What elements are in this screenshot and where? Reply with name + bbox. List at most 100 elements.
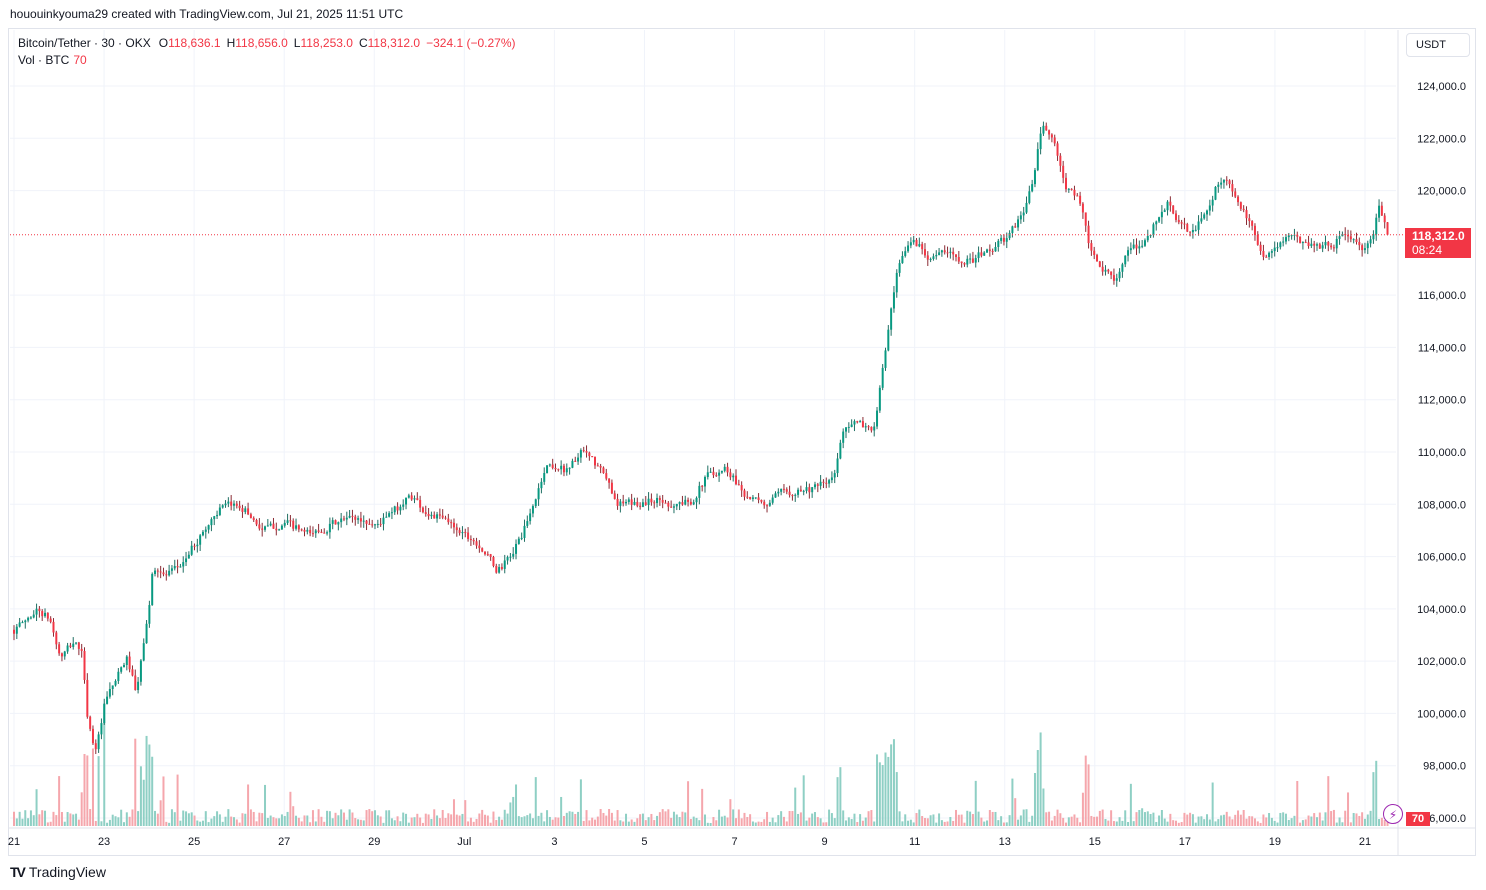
candle-body bbox=[1059, 155, 1062, 166]
candle-body bbox=[850, 424, 853, 427]
candle-body bbox=[1369, 239, 1372, 244]
volume-bar bbox=[940, 820, 943, 826]
volume-bar bbox=[743, 812, 746, 826]
volume-bar bbox=[187, 813, 190, 826]
candle-body bbox=[46, 612, 49, 619]
volume-bar bbox=[957, 814, 960, 826]
candle-body bbox=[122, 664, 125, 668]
volume-bar bbox=[531, 818, 534, 826]
candle-body bbox=[173, 566, 176, 569]
candle-body bbox=[670, 506, 673, 508]
candle-body bbox=[1361, 245, 1364, 251]
candle-body bbox=[543, 472, 546, 482]
currency-button[interactable]: USDT bbox=[1406, 33, 1470, 57]
volume-bar bbox=[1231, 819, 1234, 826]
candle-body bbox=[1375, 217, 1378, 235]
close-value: 118,312.0 bbox=[367, 36, 421, 50]
volume-bar bbox=[732, 809, 735, 826]
volume-bar bbox=[698, 820, 701, 826]
volume-bar bbox=[627, 821, 630, 826]
candle-body bbox=[859, 421, 862, 423]
candle-body bbox=[1284, 237, 1287, 242]
candle-body bbox=[1310, 243, 1313, 247]
volume-bar bbox=[1166, 821, 1169, 826]
volume-bar bbox=[845, 820, 848, 826]
volume-bar bbox=[1262, 814, 1265, 826]
candle-body bbox=[137, 681, 140, 691]
volume-bar bbox=[746, 817, 749, 826]
candle-body bbox=[904, 251, 907, 256]
volume-bar bbox=[1084, 755, 1087, 826]
volume-bar bbox=[768, 821, 771, 826]
candle-body bbox=[238, 505, 241, 509]
candle-body bbox=[720, 470, 723, 473]
volume-bar bbox=[142, 779, 145, 826]
volume-bar bbox=[1189, 812, 1192, 826]
candle-body bbox=[72, 643, 75, 647]
volume-bar bbox=[365, 810, 368, 826]
volume-bar bbox=[833, 818, 836, 826]
candle-body bbox=[1158, 217, 1161, 222]
x-tick-label: 19 bbox=[1269, 836, 1281, 848]
candle-body bbox=[1299, 236, 1302, 244]
candle-body bbox=[159, 571, 162, 573]
volume-bar bbox=[856, 822, 859, 826]
volume-bar bbox=[49, 821, 52, 826]
volume-bar bbox=[385, 810, 388, 826]
candle-body bbox=[86, 679, 89, 717]
y-tick-label: 108,000.0 bbox=[1417, 499, 1466, 511]
volume-bar bbox=[280, 814, 283, 826]
candle-body bbox=[1183, 223, 1186, 225]
candle-body bbox=[196, 544, 199, 547]
volume-bar bbox=[971, 814, 974, 826]
candle-body bbox=[100, 723, 103, 735]
candle-body bbox=[413, 498, 416, 500]
candle-body bbox=[441, 515, 444, 518]
volume-bar bbox=[500, 819, 503, 826]
volume-bar bbox=[137, 811, 140, 826]
candle-body bbox=[89, 716, 92, 729]
volume-bar bbox=[1110, 810, 1113, 826]
candle-body bbox=[994, 246, 997, 252]
volume-bar bbox=[1045, 812, 1048, 826]
volume-bar bbox=[1270, 817, 1273, 826]
volume-bar bbox=[204, 811, 207, 826]
candle-body bbox=[692, 502, 695, 505]
candle-body bbox=[176, 566, 179, 568]
candle-body bbox=[218, 507, 221, 515]
lightning-icon[interactable]: ⚡ bbox=[1383, 804, 1403, 824]
volume-bar bbox=[1112, 821, 1115, 826]
volume-label[interactable]: Vol · BTC bbox=[18, 53, 70, 67]
candle-body bbox=[1112, 275, 1115, 281]
volume-bar bbox=[357, 819, 360, 826]
volume-bar bbox=[469, 817, 472, 826]
candle-body bbox=[966, 258, 969, 265]
candle-body bbox=[1248, 218, 1251, 222]
volume-bar bbox=[960, 814, 963, 826]
volume-bar bbox=[777, 815, 780, 826]
candle-body bbox=[111, 685, 114, 690]
candle-body bbox=[1186, 224, 1189, 232]
volume-bar bbox=[495, 820, 498, 826]
candle-body bbox=[1050, 134, 1053, 138]
candle-body bbox=[275, 528, 278, 531]
volume-bar bbox=[1104, 819, 1107, 826]
volume-bar bbox=[436, 815, 439, 826]
volume-bar bbox=[1064, 822, 1067, 826]
volume-bar bbox=[334, 812, 337, 826]
chart-caption: hououinkyouma29 created with TradingView… bbox=[10, 7, 404, 21]
candle-body bbox=[548, 464, 551, 466]
volume-bar bbox=[633, 821, 636, 826]
volume-bar bbox=[512, 796, 515, 826]
volume-bar bbox=[1279, 812, 1282, 826]
candle-body bbox=[1335, 238, 1338, 249]
candle-body bbox=[845, 427, 848, 432]
volume-bar bbox=[1220, 815, 1223, 826]
volume-bar bbox=[715, 820, 718, 826]
tradingview-logo[interactable]: TV TradingView bbox=[10, 864, 106, 880]
volume-bar bbox=[1121, 820, 1124, 826]
candle-body bbox=[983, 252, 986, 256]
symbol-label[interactable]: Bitcoin/Tether · 30 · OKX bbox=[18, 36, 151, 50]
candle-body bbox=[613, 493, 616, 499]
